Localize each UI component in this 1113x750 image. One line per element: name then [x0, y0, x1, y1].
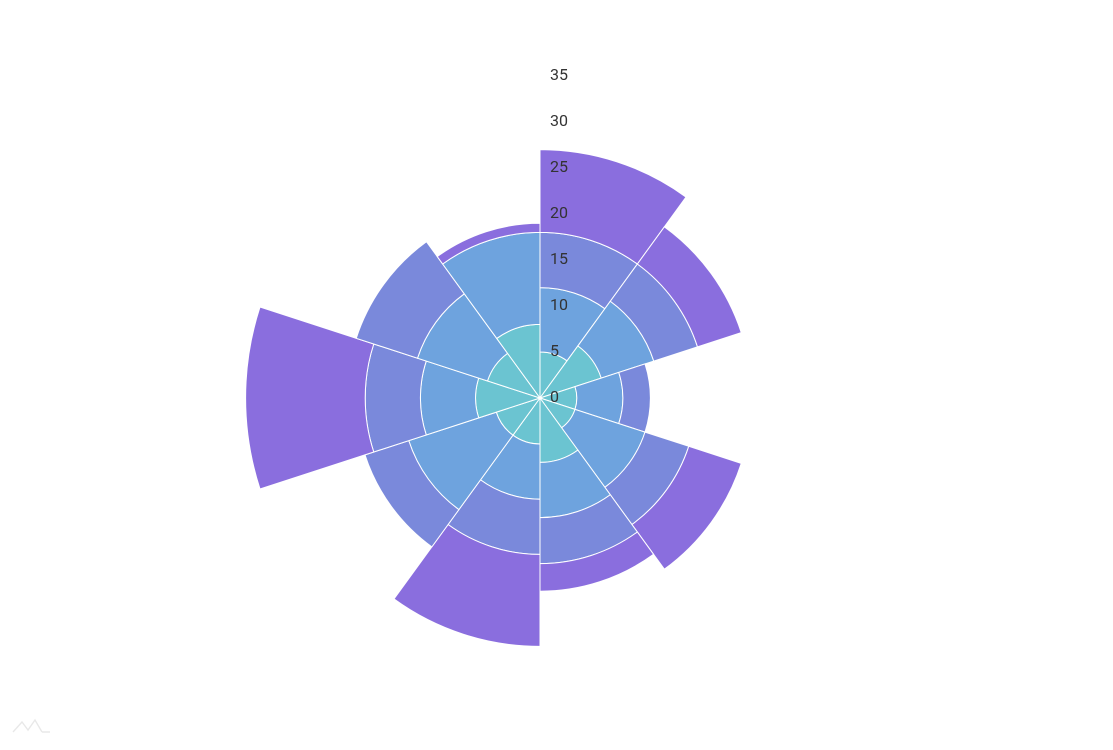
nightingale-rose-chart: 0 5 10 15 20 25 30 35 [0, 0, 1113, 750]
axis-tick-25: 25 [550, 157, 568, 176]
axis-tick-5: 5 [550, 341, 559, 360]
axis-tick-0: 0 [550, 387, 559, 406]
axis-tick-10: 10 [550, 295, 568, 314]
rose-sector-2-layer3[interactable] [619, 364, 651, 432]
axis-tick-20: 20 [550, 203, 568, 222]
rose-sectors [246, 150, 742, 647]
rose-sector-7-layer4[interactable] [246, 307, 374, 489]
axis-tick-35: 35 [550, 65, 568, 84]
axis-tick-30: 30 [550, 111, 568, 130]
axis-tick-15: 15 [550, 249, 568, 268]
antv-logo [12, 716, 66, 740]
rose-sector-7-layer3[interactable] [365, 344, 426, 452]
